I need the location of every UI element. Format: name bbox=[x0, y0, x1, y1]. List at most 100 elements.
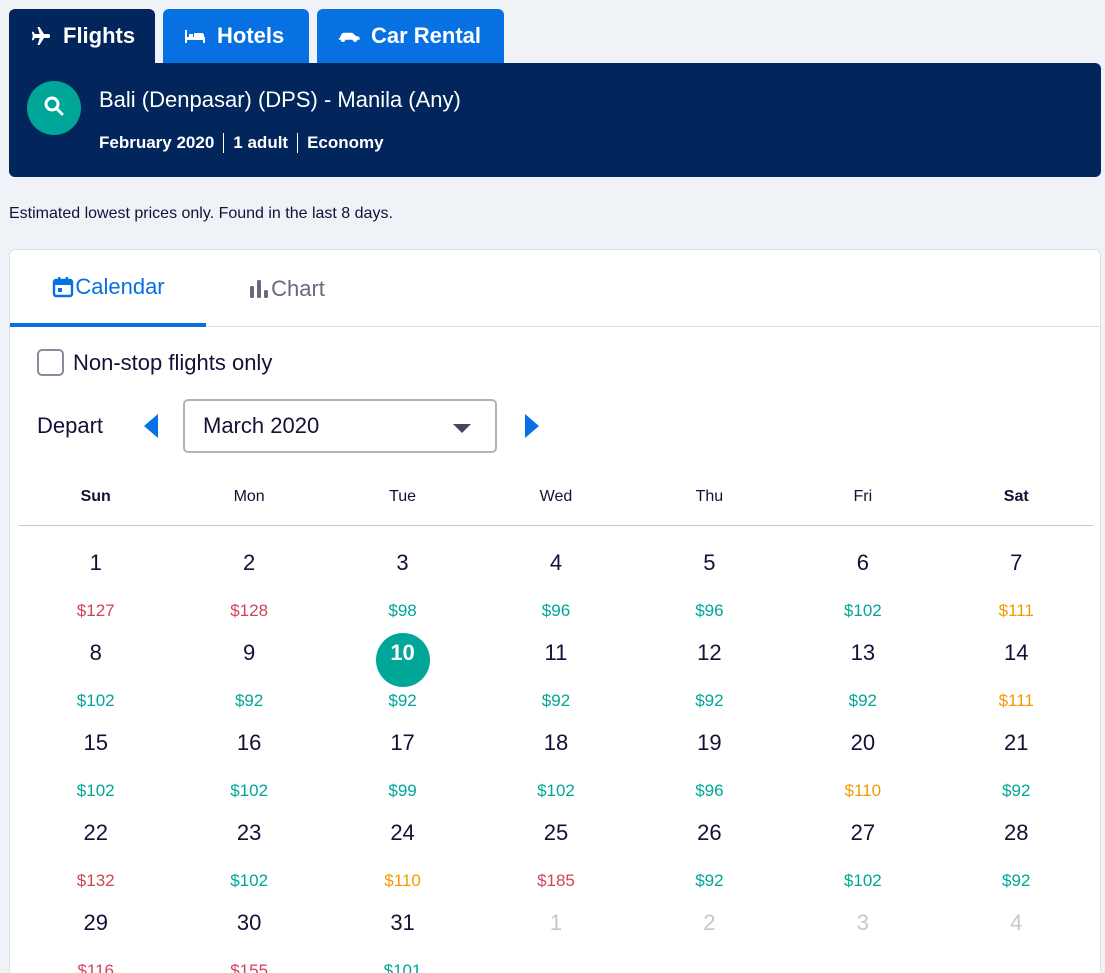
calendar-day[interactable]: 3 $98 bbox=[326, 526, 479, 620]
calendar-day[interactable]: 15 $102 bbox=[19, 706, 172, 800]
tab-flights[interactable]: Flights bbox=[9, 9, 155, 63]
weekday-label: Fri bbox=[853, 488, 873, 505]
day-number: 3 bbox=[396, 550, 409, 575]
calendar-day[interactable]: 14 $111 bbox=[940, 616, 1093, 710]
tab-flights-label: Flights bbox=[63, 23, 136, 48]
route-text: Bali (Denpasar) (DPS) - Manila (Any) bbox=[99, 87, 461, 112]
tab-car-rental[interactable]: Car Rental bbox=[317, 9, 504, 63]
calendar-day: 2 bbox=[633, 886, 786, 973]
day-price: $185 bbox=[537, 871, 575, 890]
calendar-day[interactable]: 9 $92 bbox=[172, 616, 325, 710]
day-price: $110 bbox=[844, 781, 882, 800]
calendar-day[interactable]: 25 $185 bbox=[479, 796, 632, 890]
day-price: $128 bbox=[230, 601, 269, 620]
calendar-day[interactable]: 21 $92 bbox=[940, 706, 1093, 800]
day-number: 3 bbox=[856, 910, 869, 935]
day-number: 18 bbox=[543, 730, 569, 755]
bed-icon bbox=[183, 24, 207, 48]
calendar-day[interactable]: 30 $155 bbox=[172, 886, 325, 973]
nonstop-checkbox[interactable] bbox=[37, 349, 64, 376]
calendar-day[interactable]: 27 $102 bbox=[786, 796, 939, 890]
day-number: 2 bbox=[703, 910, 716, 935]
calendar-day[interactable]: 13 $92 bbox=[786, 616, 939, 710]
day-number: 31 bbox=[390, 910, 415, 935]
tab-hotels[interactable]: Hotels bbox=[163, 9, 309, 63]
calendar-day[interactable]: 4 $96 bbox=[479, 526, 632, 620]
day-number: 20 bbox=[850, 730, 876, 755]
calendar-day[interactable]: 11 $92 bbox=[479, 616, 632, 710]
divider bbox=[297, 133, 299, 153]
day-number: 29 bbox=[83, 910, 108, 935]
nonstop-filter[interactable]: Non-stop flights only bbox=[37, 349, 272, 376]
day-number: 10 bbox=[390, 640, 415, 665]
calendar-day[interactable]: 8 $102 bbox=[19, 616, 172, 710]
day-number: 28 bbox=[1004, 820, 1029, 845]
calendar-day[interactable]: 7 $111 bbox=[940, 526, 1093, 620]
previous-month-icon[interactable] bbox=[144, 414, 158, 438]
calendar-day[interactable]: 20 $110 bbox=[786, 706, 939, 800]
day-price: $92 bbox=[541, 691, 571, 710]
calendar-day[interactable]: 31 $101 bbox=[326, 886, 479, 973]
day-number: 22 bbox=[83, 820, 108, 845]
travel-month: February 2020 bbox=[99, 133, 215, 152]
tab-chart[interactable]: Chart bbox=[206, 250, 366, 327]
day-number: 4 bbox=[549, 550, 563, 575]
day-number: 16 bbox=[236, 730, 262, 755]
calendar-grid: 1 $127 2 $128 3 $98 4 $96 5 $96 6 $102 7 $111 8 $102 9 $9… bbox=[19, 526, 1093, 973]
day-price: $132 bbox=[76, 871, 115, 890]
day-price: $102 bbox=[230, 781, 269, 800]
day-price: $102 bbox=[76, 691, 115, 710]
calendar-day[interactable]: 2 $128 bbox=[172, 526, 325, 620]
weekday-label: Tue bbox=[389, 488, 417, 505]
calendar-day[interactable]: 18 $102 bbox=[479, 706, 632, 800]
calendar-day-selected[interactable]: 10 $92 bbox=[326, 616, 479, 710]
calendar-day[interactable]: 17 $99 bbox=[326, 706, 479, 800]
weekday-label: Sun bbox=[80, 488, 111, 505]
calendar-week: 1 $127 2 $128 3 $98 4 $96 5 $96 6 $102 7 $111 bbox=[19, 526, 1093, 620]
day-number: 19 bbox=[697, 730, 722, 755]
day-number: 1 bbox=[549, 910, 563, 935]
calendar-day[interactable]: 19 $96 bbox=[633, 706, 786, 800]
search-button[interactable] bbox=[27, 81, 81, 135]
next-month-icon[interactable] bbox=[525, 414, 539, 438]
weekday-label: Mon bbox=[233, 488, 265, 505]
calendar-icon bbox=[51, 275, 75, 299]
cabin-class: Economy bbox=[307, 133, 384, 152]
day-number: 14 bbox=[1004, 640, 1029, 665]
calendar-day[interactable]: 1 $127 bbox=[19, 526, 172, 620]
day-number: 11 bbox=[544, 640, 568, 665]
calendar-day[interactable]: 23 $102 bbox=[172, 796, 325, 890]
weekday-header: Sun Mon Tue Wed Thu Fri Sat bbox=[19, 479, 1093, 526]
day-price: $92 bbox=[848, 691, 877, 710]
calendar-day[interactable]: 16 $102 bbox=[172, 706, 325, 800]
calendar-day[interactable]: 24 $110 bbox=[326, 796, 479, 890]
day-number: 9 bbox=[243, 640, 256, 665]
day-number: 6 bbox=[856, 550, 869, 575]
day-number: 7 bbox=[1010, 550, 1023, 575]
calendar-day[interactable]: 28 $92 bbox=[940, 796, 1093, 890]
day-price: $96 bbox=[695, 781, 724, 800]
day-number: 12 bbox=[697, 640, 722, 665]
day-number: 25 bbox=[543, 820, 569, 845]
tab-calendar[interactable]: Calendar bbox=[10, 250, 206, 327]
calendar-day[interactable]: 12 $92 bbox=[633, 616, 786, 710]
calendar-day[interactable]: 29 $116 bbox=[19, 886, 172, 973]
search-summary[interactable]: Bali (Denpasar) (DPS) - Manila (Any) Feb… bbox=[9, 63, 1101, 177]
search-meta: February 2020 1 adult Economy bbox=[99, 133, 384, 153]
calendar-day[interactable]: 5 $96 bbox=[633, 526, 786, 620]
day-number: 26 bbox=[697, 820, 722, 845]
day-number: 8 bbox=[89, 640, 102, 665]
calendar-day[interactable]: 6 $102 bbox=[786, 526, 939, 620]
day-price: $110 bbox=[384, 871, 421, 890]
price-disclaimer: Estimated lowest prices only. Found in t… bbox=[9, 205, 393, 222]
month-select[interactable]: March 2020 bbox=[183, 399, 497, 453]
airplane-icon bbox=[29, 24, 53, 48]
day-price: $99 bbox=[388, 781, 417, 800]
divider bbox=[223, 133, 225, 153]
calendar-day[interactable]: 22 $132 bbox=[19, 796, 172, 890]
weekday-label: Thu bbox=[695, 488, 724, 505]
selected-day-marker bbox=[375, 633, 430, 687]
day-number: 4 bbox=[1010, 910, 1023, 935]
calendar-day[interactable]: 26 $92 bbox=[633, 796, 786, 890]
day-price: $101 bbox=[383, 961, 422, 973]
